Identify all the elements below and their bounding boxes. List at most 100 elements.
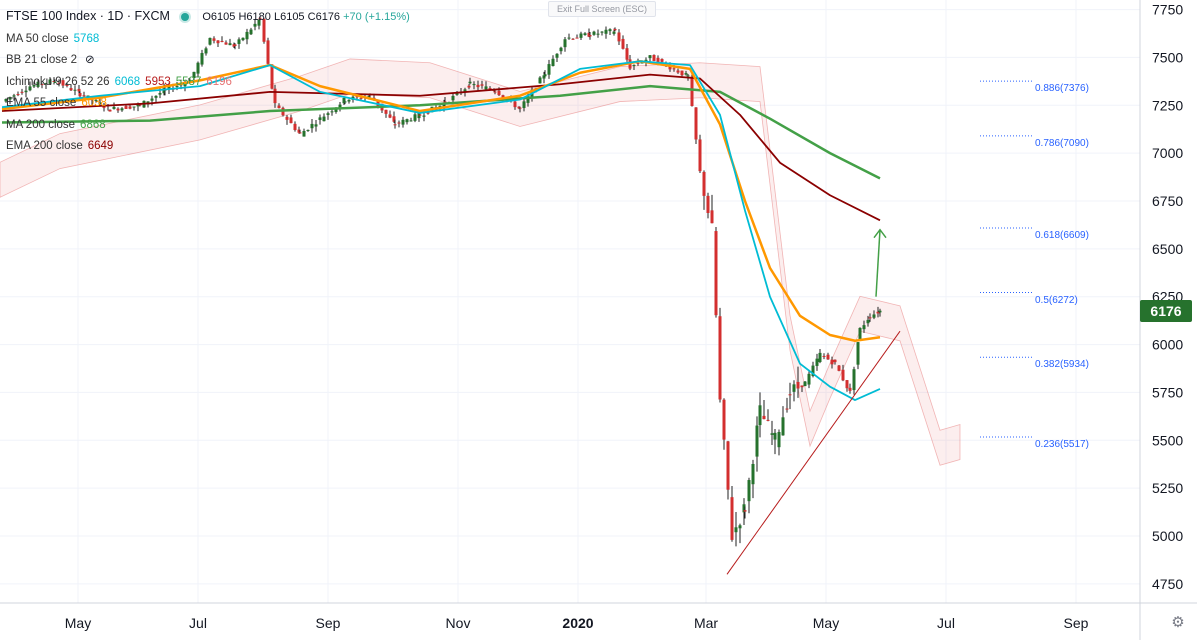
legend-value: 5587 [175,75,202,88]
candle-body-202 [743,510,747,512]
candle-body-109 [401,119,405,125]
candle-body-163 [596,33,600,35]
eye-off-icon[interactable]: ⊘ [84,54,95,66]
candle-body-230 [848,387,852,391]
candle-body-164 [600,31,604,33]
candle-body-83 [306,129,310,131]
candle-body-236 [868,317,872,319]
x-tick-label-2: Sep [316,615,341,631]
candle-body-114 [418,114,422,116]
candle-body-199 [734,527,738,533]
candle-body-54 [200,53,204,65]
symbol-title[interactable]: FTSE 100 Index · 1D · FXCM [6,9,170,23]
candle-body-198 [730,497,734,540]
candle-body-175 [640,62,644,64]
candle-body-11 [44,83,48,85]
candle-body-218 [803,381,807,387]
candle-body-106 [392,116,396,122]
gear-icon[interactable]: ⚙ [1171,614,1185,631]
candle-body-80 [297,129,301,133]
candle-body-216 [796,381,800,389]
candle-body-148 [542,75,546,79]
candle-body-231 [852,369,856,391]
candle-body-162 [592,31,596,35]
candle-body-234 [862,325,866,330]
y-tick-label-12: 7750 [1152,2,1183,18]
candle-body-43 [162,88,166,94]
candle-body-6 [24,90,28,93]
candle-body-158 [579,33,583,38]
candle-body-53 [196,62,200,74]
candle-body-40 [150,98,154,101]
candle-body-19 [73,89,77,91]
candle-body-228 [841,369,845,381]
candle-body-82 [302,131,306,137]
candle-body-177 [648,55,652,59]
legend-row-2[interactable]: Ichimoku 9 26 52 26 6068 5953 5587 6196 [6,72,410,94]
legend-row-3[interactable]: EMA 55 close 6038 [6,93,410,115]
open-value: 6105 [210,11,236,23]
candle-body-193 [710,210,714,224]
x-tick-label-7: Jul [937,615,955,631]
candle-body-206 [758,405,762,426]
candle-body-184 [676,70,680,73]
ichimoku-cloud [0,58,961,466]
candle-body-176 [644,59,648,62]
candle-body-159 [583,33,587,36]
candle-body-112 [413,114,417,121]
candle-body-204 [751,463,755,485]
candle-body-186 [684,73,688,75]
candle-body-132 [484,86,488,90]
candle-body-17 [65,85,69,87]
candle-body-96 [355,96,359,98]
candle-body-127 [467,85,471,88]
target-arrow-head [873,228,887,239]
candle-body-226 [833,359,837,363]
fib-label-2: 0.618(6609) [1035,229,1089,241]
legend-value: 6649 [87,140,114,152]
candle-body-191 [702,171,706,196]
candle-body-63 [233,44,237,46]
legend-row-0[interactable]: MA 50 close 5768 [6,29,410,51]
candle-body-197 [726,441,730,490]
candle-body-67 [249,29,253,35]
candle-body-81 [298,132,302,134]
candle-body-4 [16,94,20,96]
candle-body-14 [53,81,57,83]
candle-body-188 [690,76,694,106]
x-tick-label-5: Mar [694,615,718,631]
candle-body-71 [262,18,266,42]
candle-body-42 [158,93,162,95]
candle-body-69 [257,19,261,26]
target-arrow-shaft [875,229,881,297]
candle-body-89 [330,111,334,113]
candle-body-74 [273,88,277,104]
y-tick-label-0: 4750 [1152,576,1183,592]
candle-body-41 [154,95,158,98]
candle-body-56 [208,37,212,45]
legend-label: MA 50 close [6,32,69,45]
candle-body-170 [621,38,625,49]
legend-row-5[interactable]: EMA 200 close 6649 [6,136,410,158]
candle-body-29 [108,109,112,112]
legend-row-4[interactable]: MA 200 close 6868 [6,115,410,137]
candle-body-160 [587,32,591,37]
legend-row-1[interactable]: BB 21 close 2 ⊘ [6,50,410,72]
candle-body-1 [4,98,8,102]
candle-body-149 [543,74,547,77]
candle-body-27 [102,106,106,108]
candle-body-20 [77,88,81,92]
candle-body-151 [551,58,555,66]
candle-body-92 [342,98,346,104]
candle-body-222 [818,352,822,362]
candle-body-111 [409,120,413,122]
candle-body-156 [571,38,575,40]
candle-body-229 [845,380,849,389]
last-price-tag: 6176 [1140,299,1192,322]
candle-body-129 [472,84,476,86]
candle-body-212 [781,417,785,436]
legend-label: BB 21 close 2 [6,54,77,66]
candle-body-116 [426,112,430,114]
exit-full-screen-button[interactable]: Exit Full Screen (ESC) [548,1,656,17]
